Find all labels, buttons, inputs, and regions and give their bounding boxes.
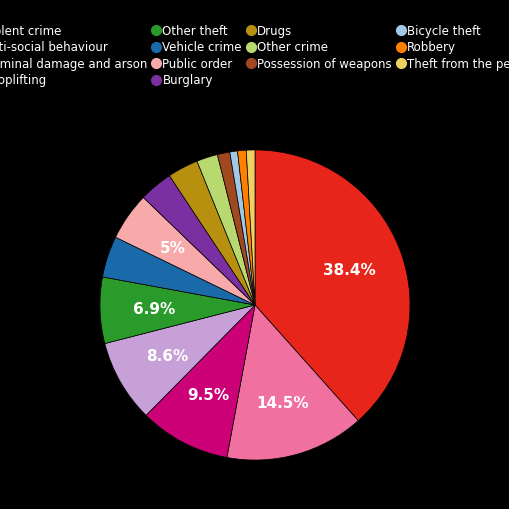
- Text: 38.4%: 38.4%: [322, 262, 375, 277]
- Text: 9.5%: 9.5%: [187, 387, 229, 402]
- Wedge shape: [116, 198, 255, 305]
- Wedge shape: [169, 162, 254, 305]
- Wedge shape: [196, 155, 254, 305]
- Wedge shape: [246, 151, 254, 305]
- Text: 5%: 5%: [159, 240, 185, 256]
- Wedge shape: [105, 305, 254, 415]
- Wedge shape: [237, 151, 254, 305]
- Text: 14.5%: 14.5%: [256, 395, 308, 410]
- Wedge shape: [102, 238, 254, 305]
- Wedge shape: [143, 176, 254, 305]
- Text: 6.9%: 6.9%: [133, 301, 175, 317]
- Wedge shape: [230, 152, 254, 305]
- Wedge shape: [227, 305, 357, 460]
- Wedge shape: [254, 151, 409, 421]
- Wedge shape: [217, 153, 254, 305]
- Legend: Violent crime, Anti-social behaviour, Criminal damage and arson, Shoplifting, Ot: Violent crime, Anti-social behaviour, Cr…: [0, 21, 509, 91]
- Wedge shape: [146, 305, 254, 458]
- Wedge shape: [100, 277, 254, 344]
- Text: 8.6%: 8.6%: [146, 348, 188, 363]
